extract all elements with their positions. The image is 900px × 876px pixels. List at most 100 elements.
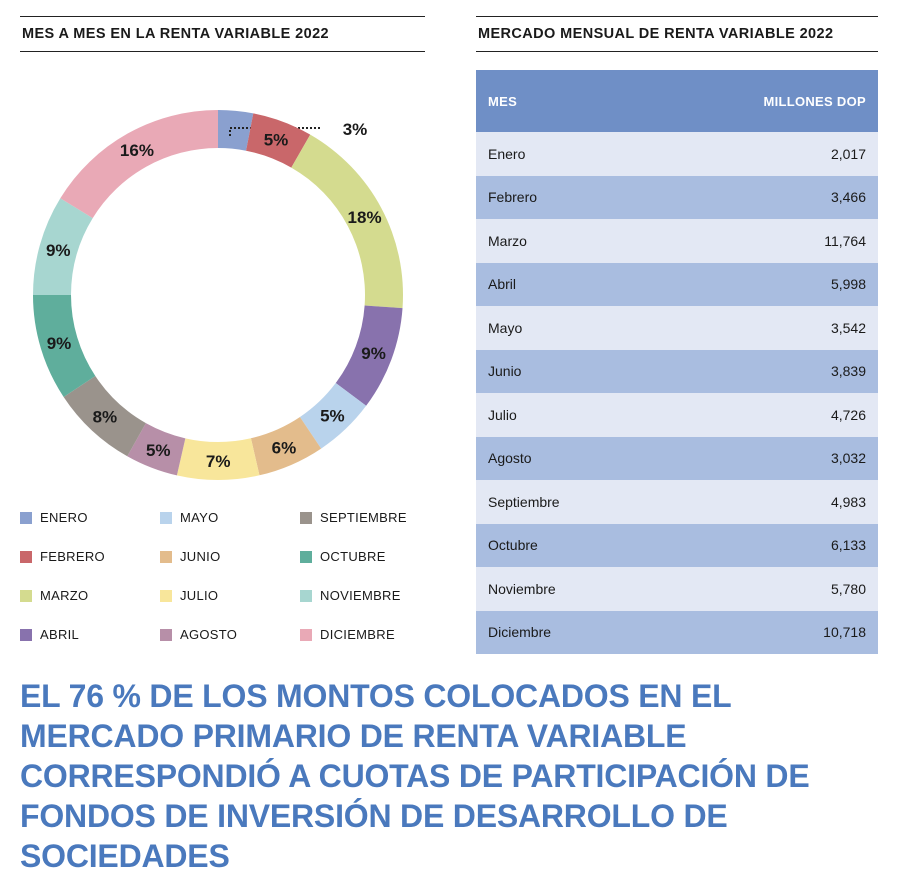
month-cell: Abril xyxy=(476,262,649,306)
donut-chart: 3% 5% 18% 9% 5% 6% 7% 5% 8% 9% 9% 16% xyxy=(20,75,430,495)
month-cell: Febrero xyxy=(476,175,649,219)
donut-slice-septiembre xyxy=(63,376,146,457)
legend-label: MARZO xyxy=(40,588,89,603)
value-cell: 5,998 xyxy=(648,262,878,306)
legend-label: JUNIO xyxy=(180,549,221,564)
table-row: Junio 3,839 xyxy=(476,349,878,393)
legend-item-diciembre: DICIEMBRE xyxy=(300,615,440,654)
donut-slice-octubre xyxy=(33,294,96,397)
legend-label: OCTUBRE xyxy=(320,549,386,564)
donut-chart-title: MES A MES EN LA RENTA VARIABLE 2022 xyxy=(20,16,425,52)
legend-item-julio: JULIO xyxy=(160,576,300,615)
table-title: MERCADO MENSUAL DE RENTA VARIABLE 2022 xyxy=(476,16,878,52)
data-label-marzo: 18% xyxy=(348,208,382,227)
table-row: Febrero 3,466 xyxy=(476,175,878,219)
donut-slice-junio xyxy=(250,417,322,476)
month-cell: Marzo xyxy=(476,219,649,263)
table-row: Enero 2,017 xyxy=(476,132,878,176)
table-row: Julio 4,726 xyxy=(476,393,878,437)
value-cell: 11,764 xyxy=(648,219,878,263)
legend-label: MAYO xyxy=(180,510,219,525)
column-header-month: MES xyxy=(476,70,649,132)
table-row: Diciembre 10,718 xyxy=(476,610,878,654)
legend-item-abril: ABRIL xyxy=(20,615,160,654)
donut-slice-mayo xyxy=(299,383,367,449)
month-cell: Junio xyxy=(476,349,649,393)
table-row: Octubre 6,133 xyxy=(476,523,878,567)
data-label-junio: 6% xyxy=(272,438,297,457)
legend-swatch xyxy=(160,511,172,524)
legend-label: SEPTIEMBRE xyxy=(320,510,407,525)
month-cell: Septiembre xyxy=(476,480,649,524)
legend-swatch xyxy=(300,511,312,524)
legend-swatch xyxy=(20,511,32,524)
legend-swatch xyxy=(20,628,32,641)
month-cell: Enero xyxy=(476,132,649,176)
legend-label: ENERO xyxy=(40,510,88,525)
table-row: Marzo 11,764 xyxy=(476,219,878,263)
data-label-mayo: 5% xyxy=(320,406,345,425)
donut-slice-marzo xyxy=(291,134,403,309)
donut-slice-abril xyxy=(335,305,403,406)
data-label-febrero: 5% xyxy=(264,130,289,149)
legend-item-enero: ENERO xyxy=(20,498,160,537)
legend-label: ABRIL xyxy=(40,627,80,642)
monthly-table: MES MILLONES DOP Enero 2,017 Febrero 3,466 M… xyxy=(476,70,878,654)
donut-slice-noviembre xyxy=(33,198,93,295)
legend-swatch xyxy=(300,589,312,602)
legend-item-octubre: OCTUBRE xyxy=(300,537,440,576)
legend-swatch xyxy=(160,550,172,563)
value-cell: 5,780 xyxy=(648,567,878,611)
data-label-abril: 9% xyxy=(361,344,386,363)
legend-label: NOVIEMBRE xyxy=(320,588,401,603)
donut-slice-diciembre xyxy=(60,110,218,219)
value-cell: 3,466 xyxy=(648,175,878,219)
donut-slice-julio xyxy=(176,438,260,480)
value-cell: 3,032 xyxy=(648,436,878,480)
legend-item-noviembre: NOVIEMBRE xyxy=(300,576,440,615)
month-cell: Mayo xyxy=(476,306,649,350)
data-label-julio: 7% xyxy=(206,452,231,471)
month-cell: Julio xyxy=(476,393,649,437)
legend-item-septiembre: SEPTIEMBRE xyxy=(300,498,440,537)
donut-slice-enero xyxy=(218,110,254,151)
table-row: Septiembre 4,983 xyxy=(476,480,878,524)
month-cell: Noviembre xyxy=(476,567,649,611)
donut-slice-agosto xyxy=(127,423,186,476)
column-header-value: MILLONES DOP xyxy=(648,70,878,132)
legend-item-agosto: AGOSTO xyxy=(160,615,300,654)
legend-label: AGOSTO xyxy=(180,627,238,642)
legend-label: JULIO xyxy=(180,588,219,603)
data-label-septiembre: 8% xyxy=(93,407,118,426)
legend-swatch xyxy=(300,550,312,563)
data-label-noviembre: 9% xyxy=(46,241,71,260)
data-label-octubre: 9% xyxy=(47,334,72,353)
value-cell: 2,017 xyxy=(648,132,878,176)
legend-swatch xyxy=(20,589,32,602)
table-body: Enero 2,017 Febrero 3,466 Marzo 11,764 Abril 5,… xyxy=(476,132,878,654)
legend-item-junio: JUNIO xyxy=(160,537,300,576)
value-cell: 4,726 xyxy=(648,393,878,437)
data-label-agosto: 5% xyxy=(146,441,171,460)
legend-item-marzo: MARZO xyxy=(20,576,160,615)
table-header-row: MES MILLONES DOP xyxy=(476,70,878,132)
donut-slice-febrero xyxy=(246,113,311,168)
legend-swatch xyxy=(160,589,172,602)
month-cell: Agosto xyxy=(476,436,649,480)
legend-item-febrero: FEBRERO xyxy=(20,537,160,576)
legend-swatch xyxy=(160,628,172,641)
legend-item-mayo: MAYO xyxy=(160,498,300,537)
value-cell: 3,839 xyxy=(648,349,878,393)
legend-label: DICIEMBRE xyxy=(320,627,395,642)
legend-swatch xyxy=(300,628,312,641)
table-row: Noviembre 5,780 xyxy=(476,567,878,611)
value-cell: 4,983 xyxy=(648,480,878,524)
chart-legend: ENERO FEBRERO MARZO ABRIL MAYO JUNIO JULIO AGOS… xyxy=(20,498,440,658)
month-cell: Diciembre xyxy=(476,610,649,654)
value-cell: 3,542 xyxy=(648,306,878,350)
table-row: Mayo 3,542 xyxy=(476,306,878,350)
value-cell: 6,133 xyxy=(648,523,878,567)
data-label-diciembre: 16% xyxy=(120,141,154,160)
legend-swatch xyxy=(20,550,32,563)
month-cell: Octubre xyxy=(476,523,649,567)
